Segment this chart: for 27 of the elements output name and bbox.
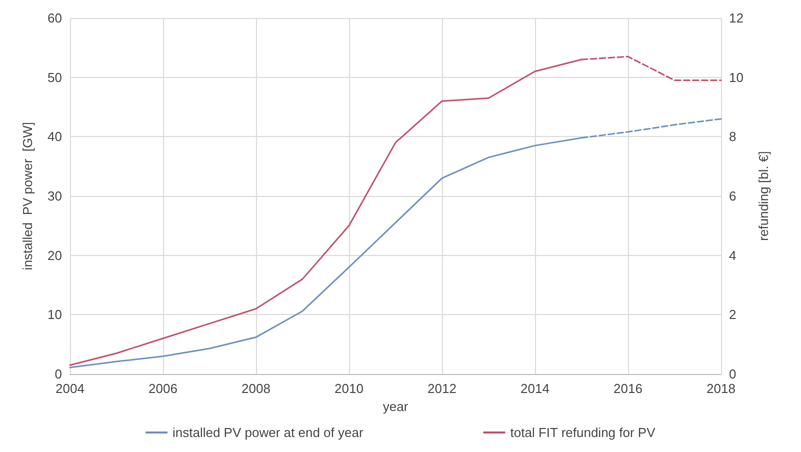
y2-tick-label: 10 (729, 70, 744, 85)
y-tick-label: 10 (48, 307, 62, 322)
x-tick-label: 2016 (614, 381, 642, 396)
x-tick-label: 2010 (334, 381, 364, 396)
y-tick-label: 50 (48, 70, 62, 85)
x-tick-label: 2004 (56, 381, 84, 396)
y-tick-label: 20 (48, 248, 62, 263)
x-axis-title: year (382, 399, 409, 414)
y2-tick-label: 2 (729, 307, 736, 322)
y-tick-label: 30 (48, 188, 62, 204)
y-axis-title: installed PV power [GW] (20, 122, 35, 270)
x-tick-label: 2006 (148, 381, 178, 396)
x-tick-label: 2018 (706, 381, 736, 396)
y2-tick-label: 0 (729, 366, 736, 382)
x-tick-label: 2012 (428, 381, 456, 396)
x-tick-label: 2008 (242, 381, 270, 396)
legend-label: installed PV power at end of year (172, 425, 364, 440)
y2-tick-label: 4 (729, 248, 736, 263)
y2-axis-title: refunding [bl. €] (756, 151, 771, 241)
x-tick-label: 2014 (520, 381, 550, 396)
y2-tick-label: 12 (729, 10, 744, 26)
y-tick-label: 0 (54, 366, 62, 382)
y-tick-label: 60 (48, 10, 62, 26)
legend-label: total FIT refunding for PV (510, 425, 656, 440)
y-tick-label: 40 (48, 129, 62, 144)
y2-tick-label: 8 (729, 129, 736, 144)
y2-tick-label: 6 (729, 188, 736, 204)
